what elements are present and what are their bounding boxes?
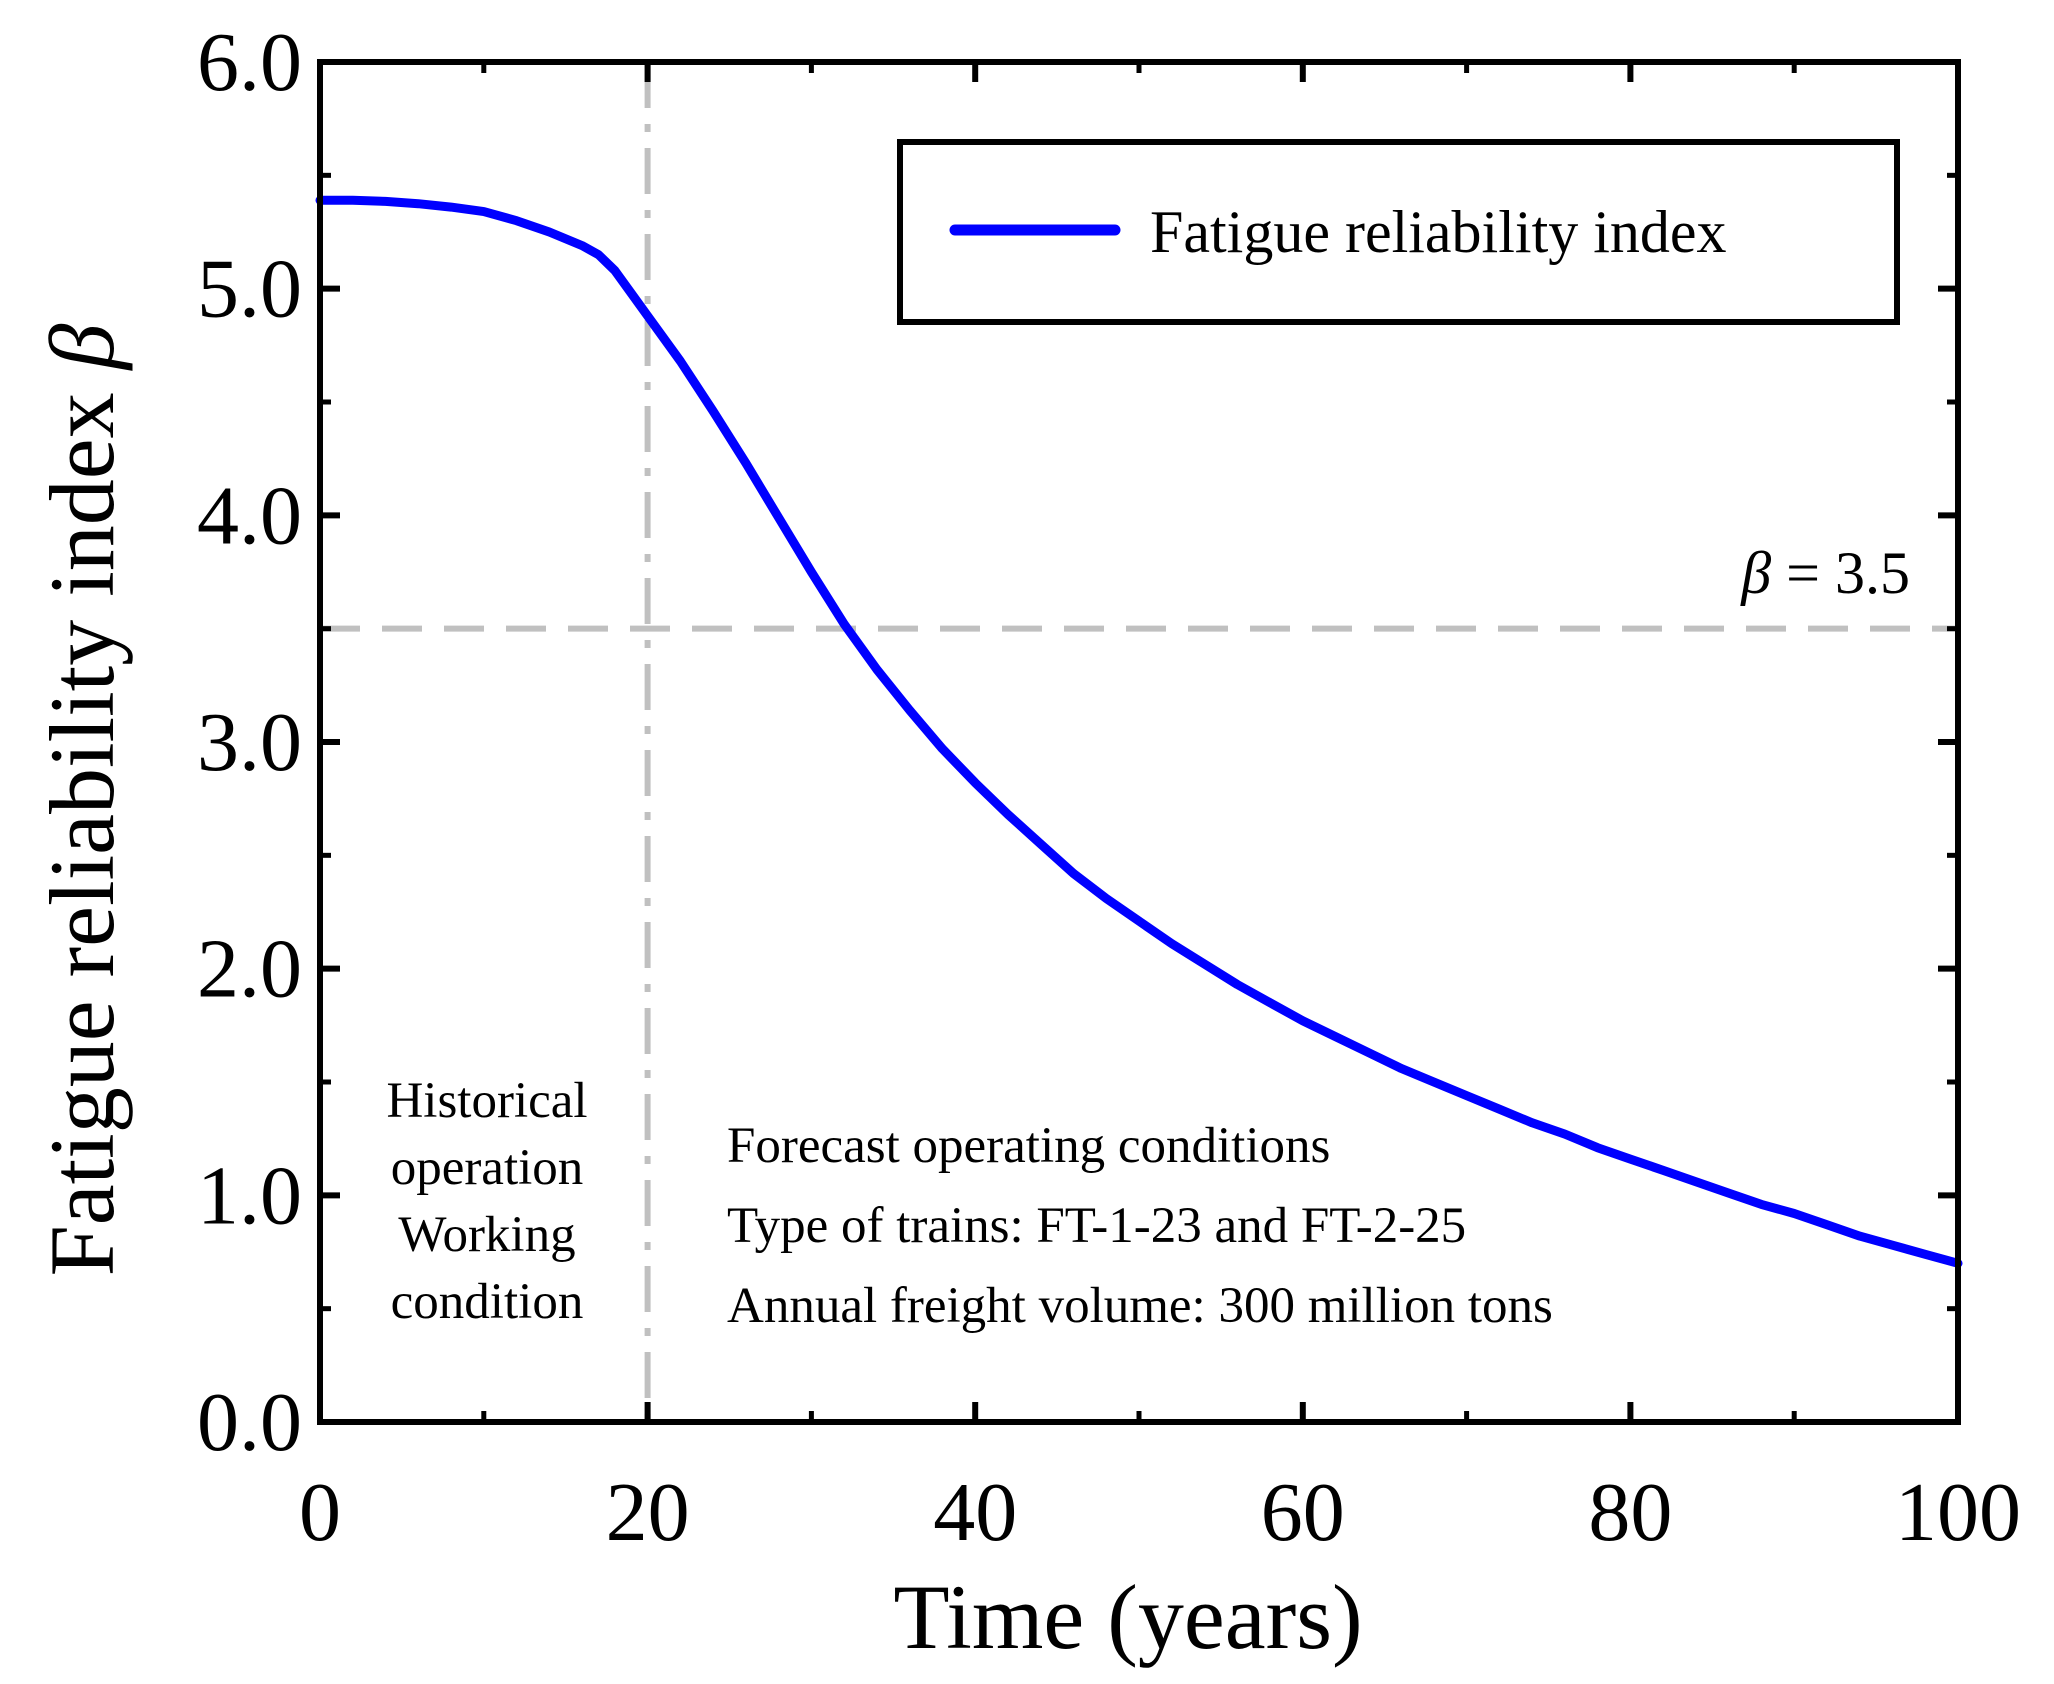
series-line: [315, 195, 1963, 1268]
reference-label-value: = 3.5: [1771, 540, 1910, 606]
historical-annotation: Historical operation Working condition: [386, 1073, 587, 1330]
x-tick-label: 100: [1895, 1466, 2021, 1559]
x-axis-title: Time (years): [893, 1566, 1362, 1668]
y-tick-label: 3.0: [197, 696, 302, 789]
x-tick-label: 80: [1588, 1466, 1672, 1559]
y-tick-label: 6.0: [197, 16, 302, 109]
x-tick-label: 40: [933, 1466, 1017, 1559]
y-tick-label: 1.0: [197, 1149, 302, 1242]
historical-annotation-line: Historical: [386, 1073, 587, 1129]
reference-label-symbol: β: [1740, 540, 1771, 606]
forecast-annotation: Forecast operating conditions Type of tra…: [727, 1118, 1553, 1334]
historical-annotation-line: Working: [398, 1207, 575, 1263]
y-tick-label: 2.0: [197, 923, 302, 1016]
x-tick-label: 60: [1261, 1466, 1345, 1559]
y-tick-labels: 0.0 1.0 2.0 3.0 4.0 5.0 6.0: [197, 16, 302, 1469]
reference-line-label: β = 3.5: [1740, 540, 1910, 606]
x-tick-labels: 0 20 40 60 80 100: [299, 1466, 2021, 1559]
series-group: [315, 195, 1963, 1268]
y-axis-title-symbol: β: [31, 323, 133, 371]
x-tick-label: 20: [606, 1466, 690, 1559]
y-tick-label: 5.0: [197, 243, 302, 336]
forecast-annotation-line: Annual freight volume: 300 million tons: [727, 1278, 1553, 1334]
legend-label: Fatigue reliability index: [1150, 199, 1727, 265]
y-axis-title: Fatigue reliability index β: [31, 323, 133, 1276]
historical-annotation-line: operation: [391, 1140, 584, 1196]
reference-lines: [320, 62, 1958, 1422]
axis-ticks: [317, 59, 1961, 1425]
y-axis-title-text: Fatigue reliability index: [31, 392, 133, 1276]
y-tick-label: 4.0: [197, 469, 302, 562]
historical-annotation-line: condition: [391, 1274, 584, 1330]
y-tick-label: 0.0: [197, 1376, 302, 1469]
forecast-annotation-line: Type of trains: FT-1-23 and FT-2-25: [727, 1198, 1466, 1254]
forecast-annotation-line: Forecast operating conditions: [727, 1118, 1330, 1174]
x-tick-label: 0: [299, 1466, 341, 1559]
legend: Fatigue reliability index: [897, 139, 1900, 325]
